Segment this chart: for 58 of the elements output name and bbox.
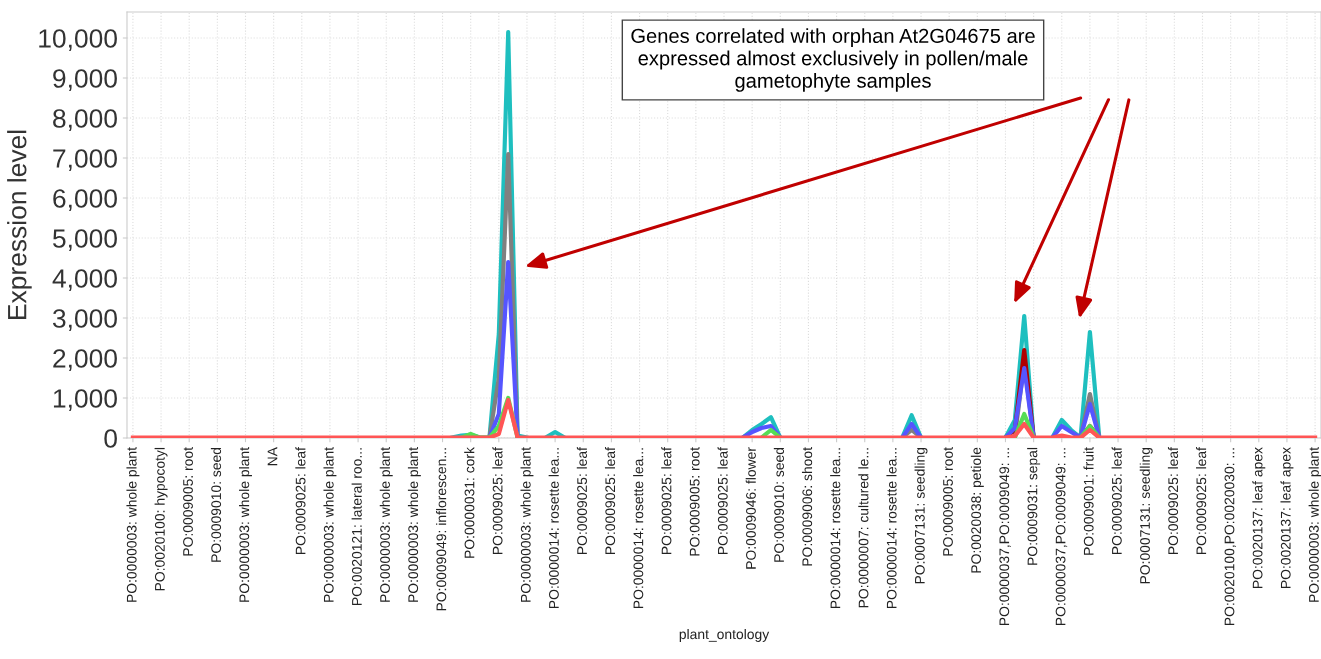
x-tick-label: PO:0000037,PO:0009049: ... [999, 448, 1011, 626]
y-tick-label: 0 [104, 429, 117, 448]
x-tick-label: PO:0009001: fruit [1083, 447, 1094, 555]
y-tick-label: 4,000 [52, 269, 117, 291]
x-tick-label: PO:0009025: leaf [1167, 447, 1179, 554]
x-tick-label: PO:0020137: leaf apex [1280, 447, 1294, 588]
x-tick-label: PO:0009025: leaf [295, 447, 306, 554]
x-tick-label: PO:0007131: seedling [1139, 447, 1153, 584]
x-tick-label: PO:0020100,PO:0020030: ... [1224, 448, 1237, 626]
y-tick-label: 7,000 [53, 149, 117, 171]
line-series [130, 397, 1318, 438]
x-tick-label: PO:0000003: whole plant [407, 447, 421, 602]
x-tick-label: PO:0020137: leaf apex [1252, 447, 1266, 588]
x-tick-label: PO:0007131: seedling [914, 447, 928, 584]
x-tick-label: PO:0000037,PO:0009049: ... [1055, 448, 1068, 626]
x-tick-label: PO:0009025: leaf [661, 447, 672, 554]
x-tick-label: PO:0020121: lateral roo... [351, 448, 362, 605]
x-tick-label: PO:0009005: root [689, 447, 700, 556]
x-tick-label: PO:0000003: whole plant [520, 447, 534, 602]
y-tick-label: 10,000 [39, 29, 117, 51]
x-tick-label: PO:0009025: leaf [717, 447, 728, 554]
x-tick-label: PO:0000003: whole plant [379, 447, 393, 602]
x-tick-label: PO:0000014: rosette lea... [886, 448, 897, 609]
x-tick-label: PO:0009010: seed [210, 447, 222, 562]
x-tick-label: PO:0009005: root [183, 447, 193, 556]
x-tick-label: PO:0000003: whole plant [239, 447, 252, 602]
x-tick-label: PO:0000007: cultured le... [858, 448, 869, 608]
x-tick-label: PO:0000031: cork [464, 447, 475, 558]
x-tick-label: PO:0009049: inflorescen... [436, 448, 447, 611]
x-tick-label: PO:0000014: rosette lea... [548, 448, 559, 609]
y-tick-label: 5,000 [53, 229, 117, 251]
x-tick-label: PO:0009025: leaf [576, 447, 587, 554]
x-tick-label: PO:0000014: rosette lea... [830, 448, 841, 609]
x-tick-label: PO:0009006: shoot [801, 447, 813, 566]
x-tick-label: PO:0020100: hypocotyl [154, 447, 168, 591]
x-tick-label: PO:0009025: leaf [1196, 447, 1207, 554]
annotation: Genes correlated with orphan At2G04675 are expressed almost exclusively in pollen/male gametophyte samples [631, 28, 1035, 92]
x-tick-label: PO:0000003: whole plant [323, 447, 337, 602]
x-tick-label: PO:0000003: whole plant [1308, 447, 1321, 602]
x-tick-label: PO:0000014: rosette lea... [633, 448, 644, 609]
x-tick-label: PO:0009025: leaf [604, 447, 616, 554]
x-tick-label: PO:0009031: sepal [1027, 447, 1041, 565]
y-axis-title: Expression level [7, 130, 32, 319]
x-tick-label: PO:0020038: petiole [970, 447, 984, 573]
x-tick-label: PO:0009025: leaf [1111, 447, 1122, 554]
y-tick-label: 1,000 [53, 389, 117, 411]
x-axis-title: plant_ontology [679, 628, 770, 642]
x-tick-label: PO:0009025: leaf [492, 447, 503, 554]
y-tick-label: 2,000 [53, 349, 117, 371]
y-tick-label: 9,000 [53, 69, 117, 91]
x-tick-label: PO:0009046: flower [745, 447, 756, 569]
y-tick-label: 6,000 [53, 189, 117, 211]
x-tick-label: NA [267, 447, 278, 466]
x-tick-label: PO:0009005: root [943, 447, 953, 556]
y-tick-label: 3,000 [52, 309, 117, 331]
x-tick-label: PO:0000003: whole plant [126, 447, 140, 602]
y-tick-label: 8,000 [53, 109, 117, 131]
x-tick-label: PO:0009010: seed [773, 447, 785, 562]
